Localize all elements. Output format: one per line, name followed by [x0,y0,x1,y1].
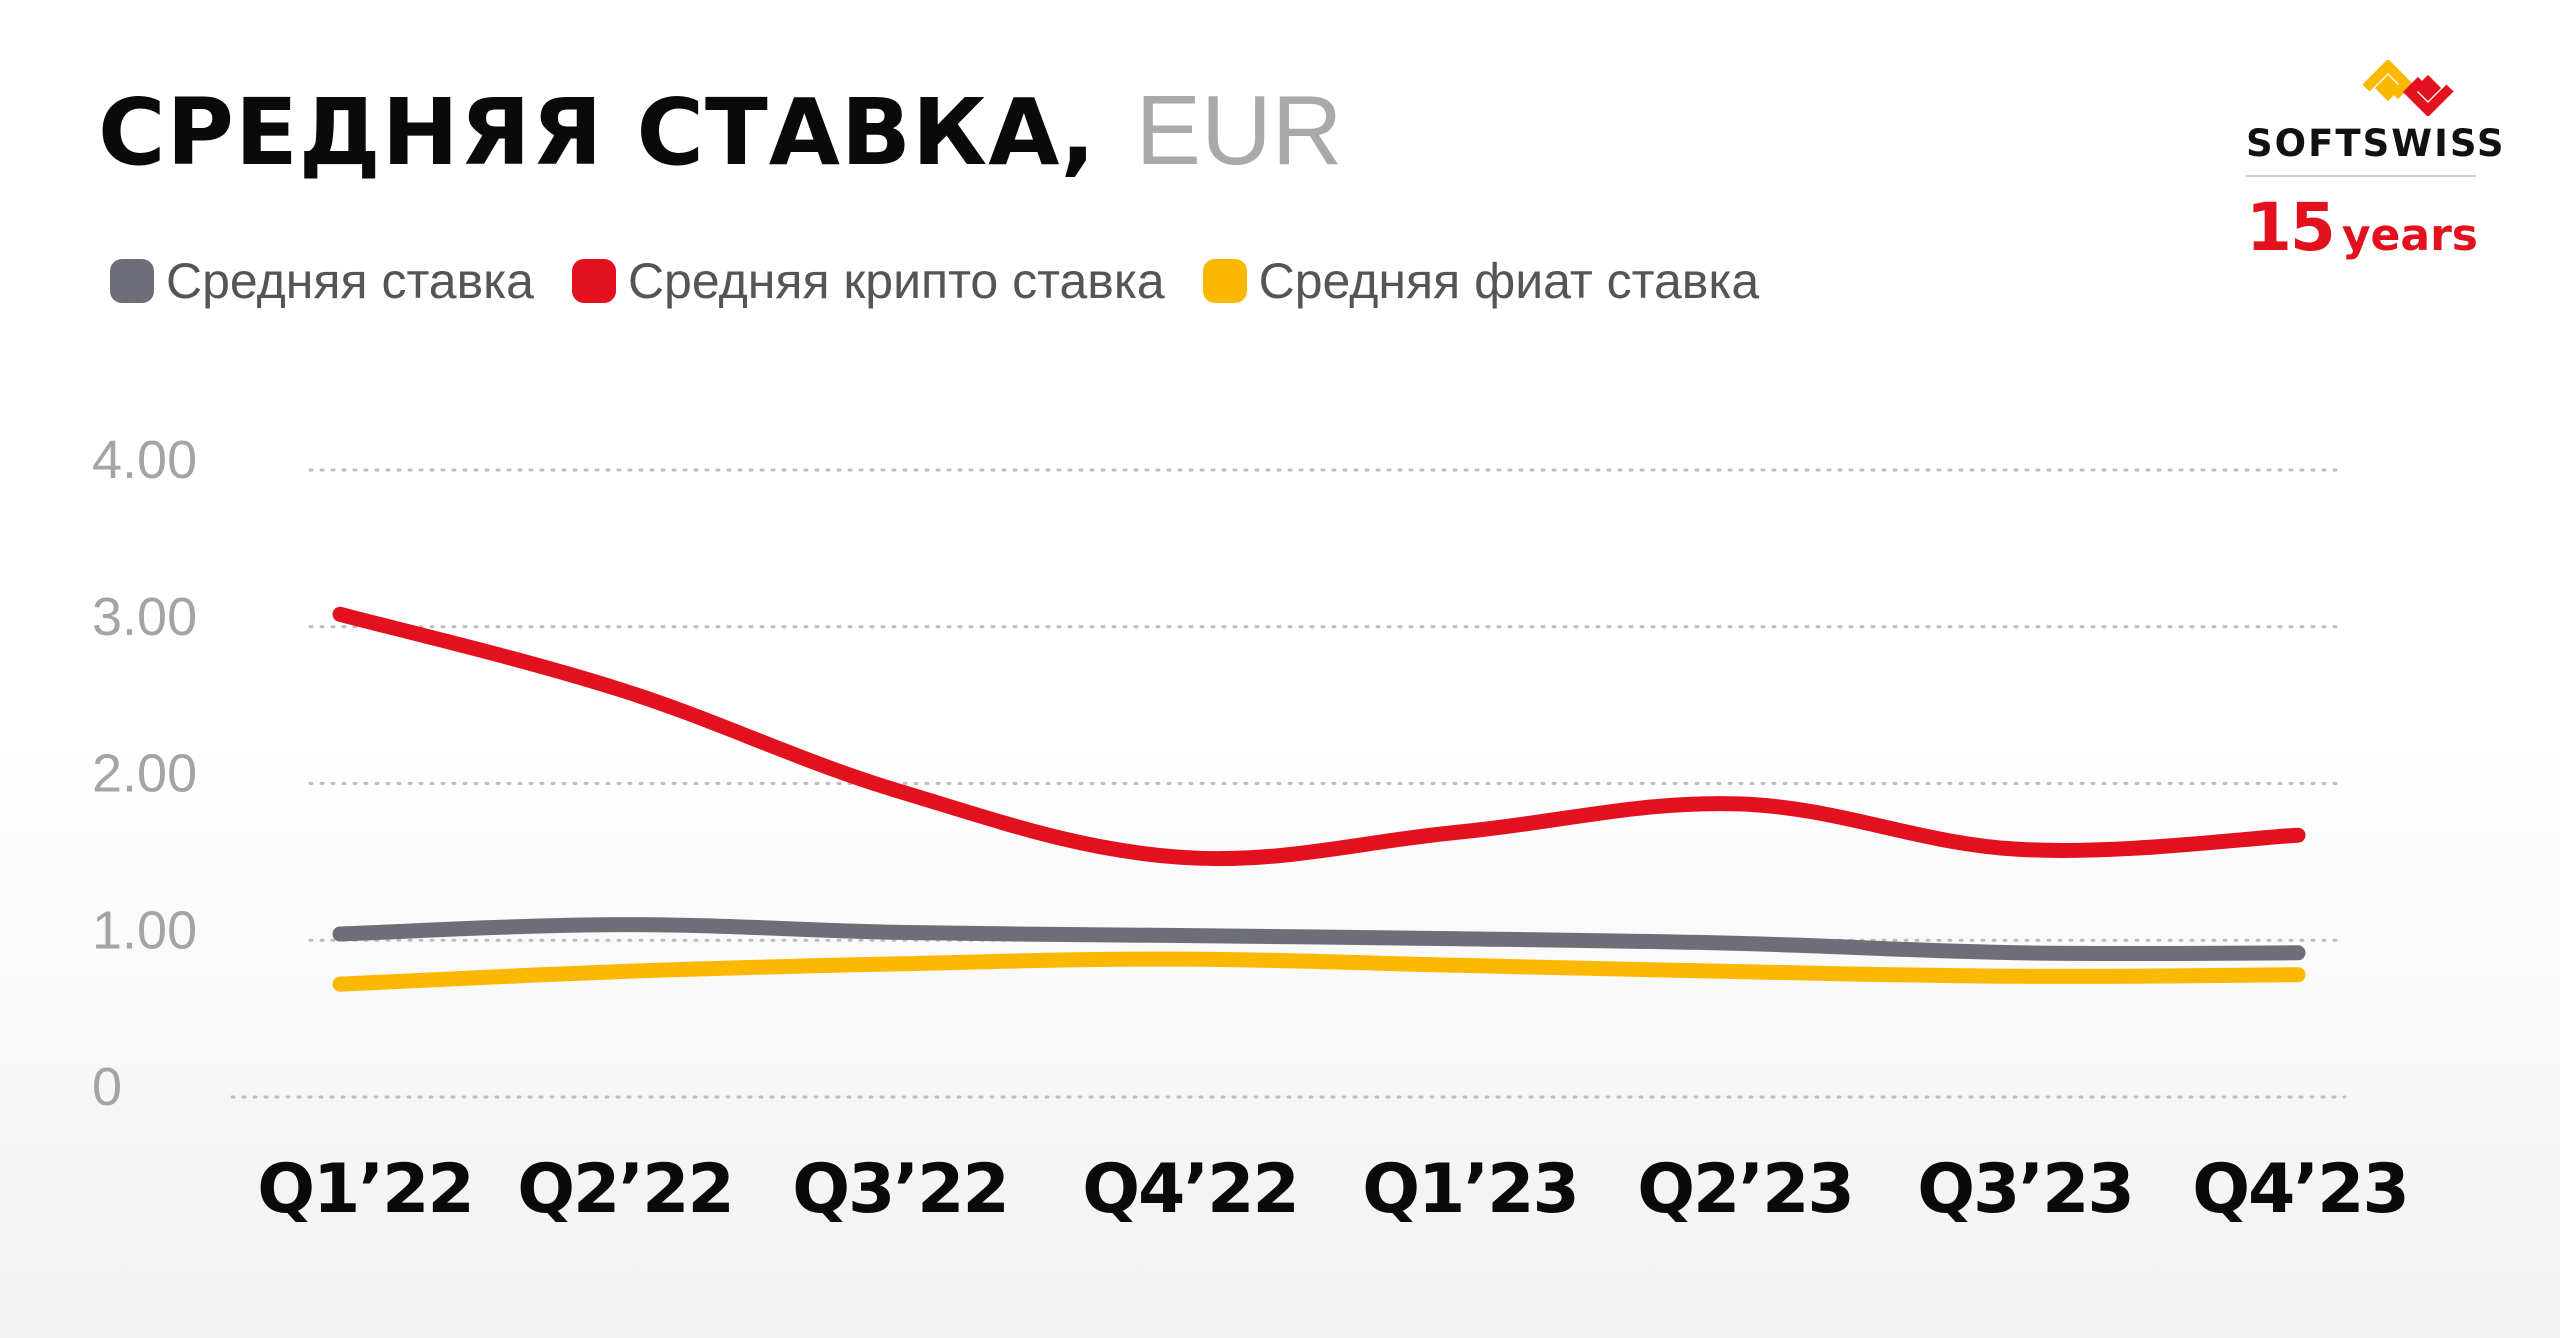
series-line-crypto-bet [332,606,2306,867]
legend-label-average-bet: Средняя ставка [166,253,534,309]
legend-swatch-crypto-bet [571,259,616,303]
softswiss-logo: SOFTSWISS 15 years [2246,60,2506,266]
y-tick-label: 0 [92,1057,122,1117]
logo-divider [2246,175,2476,177]
y-tick-label: 4.00 [92,430,197,490]
logo-years-word: years [2341,210,2478,261]
legend-item-crypto-bet: Средняя крипто ставка [571,252,1165,310]
legend-item-average-bet: Средняя ставка [110,252,534,310]
legend-swatch-average-bet [110,259,154,303]
x-tick-label: Q1’23 [1362,1150,1578,1229]
series-line-average-bet [332,917,2306,962]
y-tick-label: 1.00 [92,900,197,960]
x-tick-label: Q3’22 [792,1150,1008,1229]
legend-label-crypto-bet: Средняя крипто ставка [627,253,1165,309]
chart-title: СРЕДНЯЯ СТАВКА, EUR [98,72,1343,190]
legend-swatch-fiat-bet [1202,259,1247,303]
x-tick-label: Q1’22 [257,1150,473,1229]
series-line-fiat-bet [332,951,2306,992]
x-tick-label: Q4’22 [1082,1150,1298,1229]
x-tick-label: Q4’23 [2192,1150,2408,1229]
y-tick-label: 2.00 [92,744,197,804]
legend-label-fiat-bet: Средняя фиат ставка [1258,253,1760,309]
chart-title-unit: EUR [1135,75,1343,185]
x-tick-label: Q3’23 [1917,1150,2133,1229]
logo-years-number: 15 [2246,189,2336,266]
logo-years: 15 years [2246,189,2478,266]
chart-title-main: СРЕДНЯЯ СТАВКА, [98,79,1097,186]
softswiss-logo-icon [2362,60,2454,116]
logo-name: SOFTSWISS [2246,122,2506,165]
x-tick-label: Q2’23 [1637,1150,1853,1229]
x-tick-label: Q2’22 [517,1150,733,1229]
y-tick-label: 3.00 [92,587,197,647]
legend-item-fiat-bet: Средняя фиат ставка [1202,252,1760,310]
chart-legend: Средняя ставка Средняя крипто ставка Сре… [110,252,1797,310]
